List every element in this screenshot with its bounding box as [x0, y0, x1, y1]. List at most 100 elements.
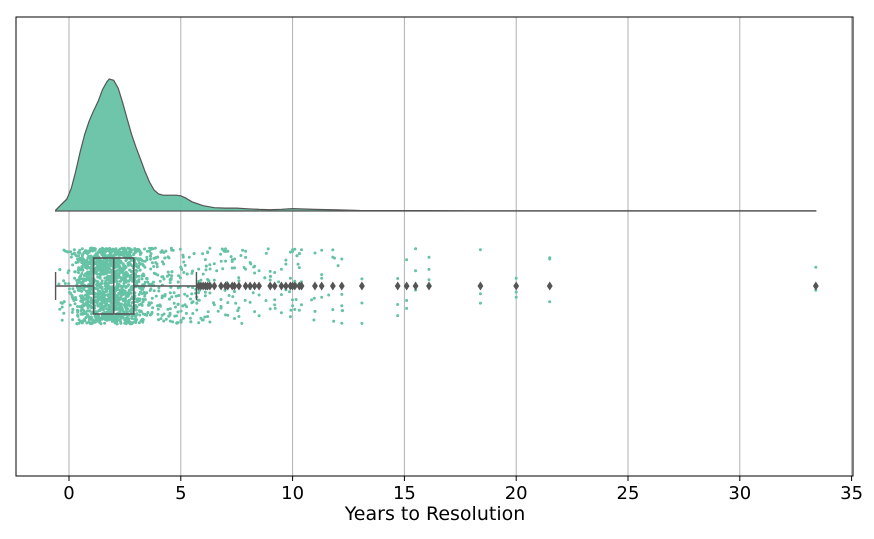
strip-point — [179, 319, 183, 322]
strip-point — [98, 275, 102, 279]
strip-point — [150, 261, 154, 265]
strip-point — [169, 277, 173, 281]
strip-point — [121, 291, 125, 295]
strip-point — [138, 268, 142, 272]
strip-point — [241, 248, 245, 252]
strip-point — [127, 317, 131, 321]
strip-point — [152, 265, 156, 268]
strip-point — [140, 277, 144, 281]
strip-point — [118, 270, 122, 274]
strip-point — [268, 269, 272, 273]
strip-point — [288, 315, 292, 319]
strip-point — [188, 316, 192, 320]
strip-point — [514, 295, 518, 299]
strip-point — [277, 280, 281, 284]
strip-point — [125, 254, 129, 258]
strip-point — [90, 317, 94, 321]
outlier-point — [211, 281, 218, 291]
strip-point — [164, 317, 168, 321]
strip-point — [206, 251, 210, 255]
strip-point — [164, 249, 168, 253]
strip-point — [157, 286, 161, 290]
strip-point — [197, 291, 201, 295]
strip-point — [170, 295, 174, 299]
strip-point — [814, 265, 818, 269]
strip-point — [273, 298, 277, 302]
strip-point — [129, 269, 133, 273]
strip-point — [134, 320, 138, 324]
density-cloud — [55, 78, 817, 212]
strip-point — [158, 279, 162, 283]
x-gridlines — [68, 17, 853, 476]
strip-point — [152, 289, 156, 293]
strip-point — [183, 292, 187, 296]
strip-point — [117, 263, 121, 267]
strip-point — [295, 254, 299, 258]
strip-point — [102, 291, 106, 295]
strip-point — [108, 287, 112, 291]
strip-point — [147, 303, 150, 307]
strip-point — [68, 291, 71, 294]
strip-point — [114, 294, 118, 298]
strip-point — [123, 290, 127, 293]
strip-point — [84, 297, 88, 301]
strip-point — [81, 311, 85, 315]
strip-point — [95, 262, 99, 266]
strip-point — [176, 302, 180, 306]
strip-point — [215, 269, 219, 273]
strip-point — [137, 293, 141, 296]
strip-point — [244, 267, 248, 271]
strip-point — [87, 317, 91, 321]
strip-point — [147, 249, 151, 253]
strip-point — [96, 280, 100, 284]
strip-point — [178, 247, 182, 251]
strip-point — [110, 297, 114, 301]
strip-point — [115, 307, 119, 311]
strip-point — [121, 262, 125, 266]
strip-point — [185, 305, 189, 309]
strip-point — [139, 319, 143, 323]
strip-point — [514, 290, 518, 294]
outlier-point — [278, 281, 285, 291]
strip-point — [89, 246, 93, 250]
outlier-point — [231, 281, 238, 291]
x-tick-label: 30 — [728, 483, 751, 504]
strip-point — [310, 298, 314, 302]
strip-point — [149, 254, 153, 258]
strip-point — [127, 298, 131, 302]
strip-point — [106, 310, 110, 314]
strip-point — [168, 281, 172, 284]
strip-point — [116, 251, 120, 255]
strip-point — [112, 316, 116, 320]
strip-point — [152, 280, 155, 284]
strip-point — [127, 289, 131, 293]
strip-point — [227, 294, 231, 297]
strip-point — [196, 298, 200, 302]
strip-point — [253, 271, 257, 275]
strip-point — [291, 304, 295, 308]
strip-point — [160, 249, 164, 253]
strip-point — [233, 317, 236, 320]
strip-point — [195, 308, 199, 312]
strip-point — [71, 318, 75, 322]
strip-point — [74, 298, 78, 302]
strip-point — [68, 303, 72, 307]
outlier-point — [236, 281, 242, 291]
strip-point — [126, 251, 130, 255]
x-tick-label: 25 — [617, 483, 640, 504]
strip-point — [340, 304, 344, 308]
strip-point — [182, 260, 186, 264]
strip-point — [289, 308, 293, 312]
strip-point — [77, 271, 80, 275]
strip-point — [206, 315, 210, 318]
strip-point — [143, 313, 147, 316]
strip-point — [266, 247, 270, 251]
strip-point — [75, 279, 79, 282]
strip-point — [115, 258, 119, 262]
strip-point — [96, 304, 100, 308]
strip-point — [101, 265, 105, 269]
strip-point — [62, 300, 66, 304]
strip-point — [160, 296, 164, 300]
strip-point — [69, 250, 73, 254]
strip-point — [87, 250, 91, 254]
